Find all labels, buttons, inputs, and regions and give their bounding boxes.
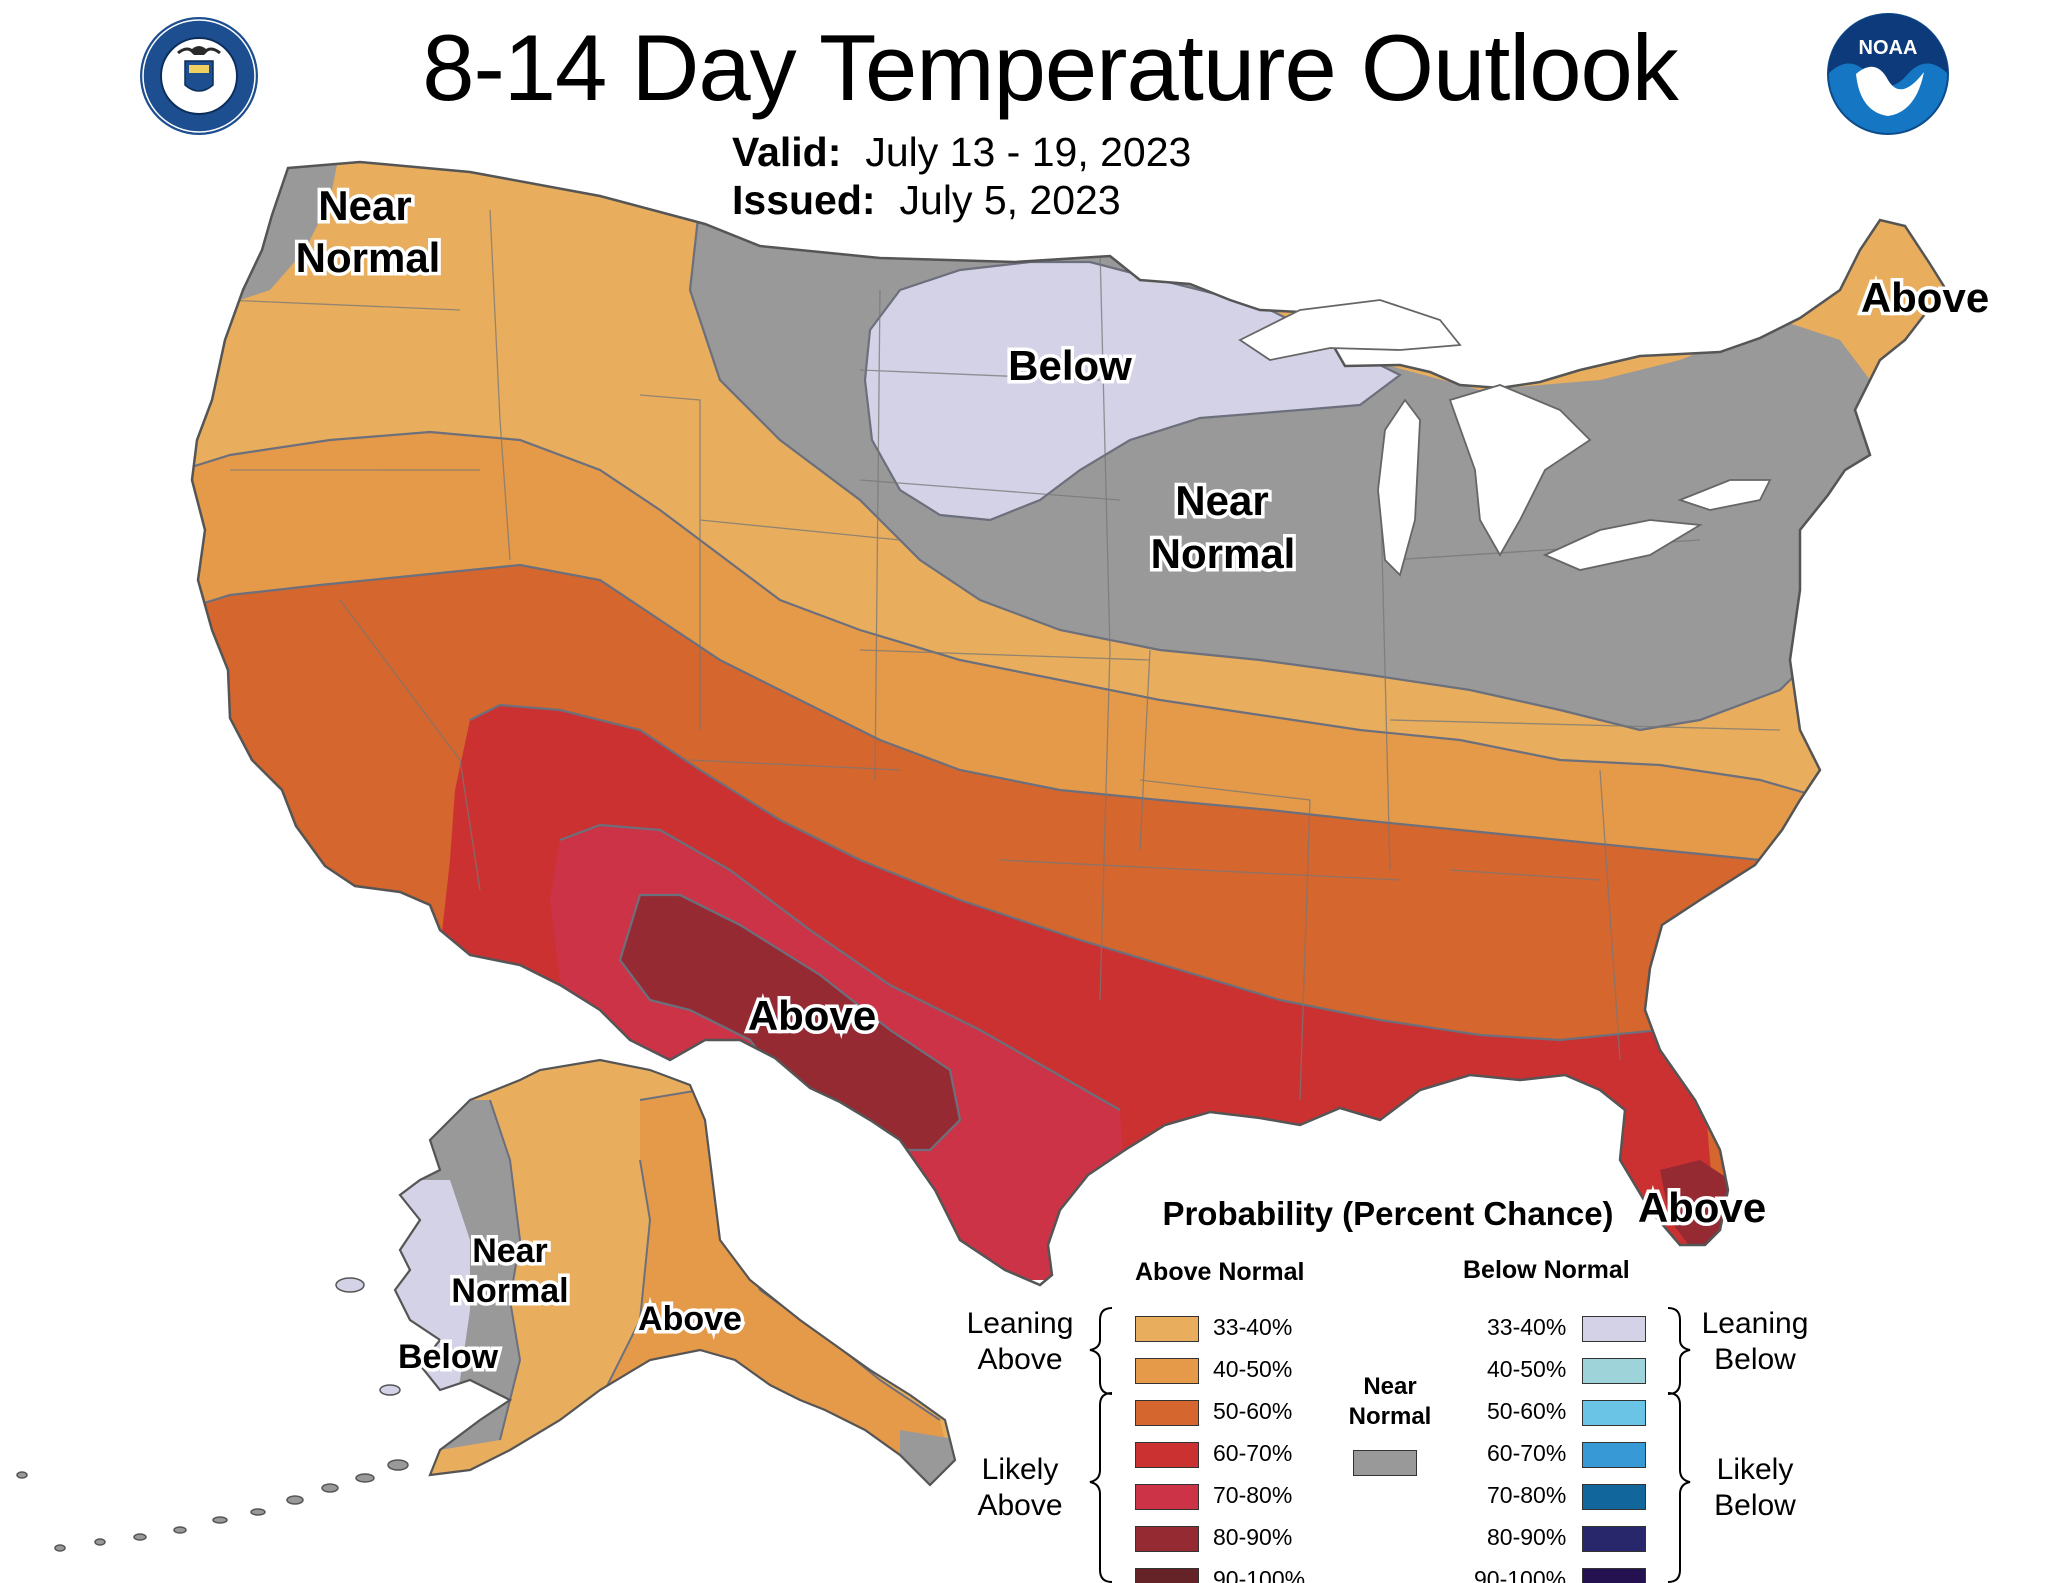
legend-below-swatch [1582,1400,1646,1426]
legend-leaning-below: Leaning Below [1685,1306,1825,1378]
legend-below-label: 80-90% [1487,1524,1567,1550]
label-nw-normal: Normal [296,234,441,281]
label-ak-near: Near [472,1232,548,1270]
legend-near-normal-label: Near Normal [1330,1372,1450,1432]
near-normal-line2: Normal [1348,1403,1432,1430]
leaning-below-line2: Below [1714,1343,1796,1376]
legend-above-label: 80-90% [1213,1524,1293,1550]
legend-above-swatch [1135,1526,1199,1552]
label-ak-below: Below [398,1338,499,1376]
legend-likely-below: Likely Below [1685,1452,1825,1524]
legend-below-label: 40-50% [1487,1356,1567,1382]
legend-below-label: 60-70% [1487,1440,1567,1466]
legend-below-swatch [1582,1526,1646,1552]
valid-value: July 13 - 19, 2023 [865,129,1192,175]
leaning-above-line1: Leaning [966,1307,1074,1340]
legend-above-swatch [1135,1316,1199,1342]
likely-below-line1: Likely [1716,1453,1794,1486]
leaning-below-line1: Leaning [1701,1307,1809,1340]
likely-above-line1: Likely [981,1453,1059,1486]
likely-above-line2: Above [977,1489,1063,1522]
label-mid-near: Near [1175,477,1268,524]
legend-below-swatch [1582,1568,1646,1583]
leaning-above-line2: Above [977,1343,1063,1376]
valid-label: Valid: [732,129,842,175]
legend-below-swatch [1582,1316,1646,1342]
legend-leaning-above: Leaning Above [950,1306,1090,1378]
legend-above-label: 33-40% [1213,1314,1293,1340]
valid-line: Valid: July 13 - 19, 2023 [732,128,1191,176]
label-nw-near: Near [318,182,411,229]
legend-below-label: 33-40% [1487,1314,1567,1340]
likely-below-line2: Below [1714,1489,1796,1522]
legend-below-swatch [1582,1442,1646,1468]
near-normal-line1: Near [1363,1373,1417,1400]
legend-above-label: 40-50% [1213,1356,1293,1382]
label-south-above: Above [748,992,876,1039]
noaa-logo-text: NOAA [1859,37,1918,59]
legend-below-swatch [1582,1358,1646,1384]
legend-above-label: 70-80% [1213,1482,1293,1508]
label-mid-normal: Normal [1151,530,1296,577]
issued-line: Issued: July 5, 2023 [732,176,1121,224]
legend-below-swatch [1582,1484,1646,1510]
label-ak-above: Above [638,1300,742,1338]
legend-above-swatch [1135,1400,1199,1426]
legend-above-swatch [1135,1358,1199,1384]
label-fl-above: Above [1638,1184,1766,1231]
page-title: 8-14 Day Temperature Outlook [422,15,1679,120]
legend-title: Probability (Percent Chance) [1162,1195,1614,1232]
legend-above-label: 90-100% [1213,1566,1306,1583]
legend-below-label: 50-60% [1487,1398,1567,1424]
legend-above-header: Above Normal [1135,1258,1305,1286]
noaa-logo: NOAA [1827,13,1949,135]
legend-below-label: 70-80% [1487,1482,1567,1508]
label-ne-above: Above [1861,274,1989,321]
commerce-seal-logo [140,17,258,135]
issued-label: Issued: [732,177,876,223]
legend-above-swatch [1135,1484,1199,1510]
legend-near-normal-swatch [1353,1450,1417,1476]
label-ak-normal: Normal [451,1272,568,1310]
legend-likely-above: Likely Above [950,1452,1090,1524]
issued-value: July 5, 2023 [899,177,1121,223]
legend-above-label: 60-70% [1213,1440,1293,1466]
legend-above-swatch [1135,1442,1199,1468]
legend-below-header: Below Normal [1463,1256,1630,1284]
legend-above-label: 50-60% [1213,1398,1293,1424]
legend-above-swatch [1135,1568,1199,1583]
legend-below-label: 90-100% [1474,1566,1567,1583]
label-north-below: Below [1008,342,1132,389]
